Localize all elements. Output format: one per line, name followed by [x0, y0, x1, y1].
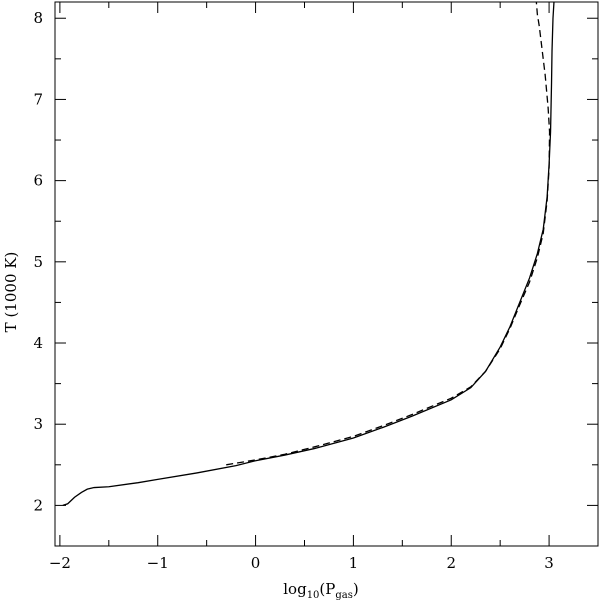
- x-axis-label-var-sub: gas: [335, 590, 353, 601]
- x-axis-label-base-sub: 10: [307, 590, 320, 601]
- x-tick-labels: −2 −1 0 1 2 3: [49, 554, 554, 572]
- x-axis-label-base: log: [283, 580, 307, 598]
- series-line-dashed: [226, 1, 551, 466]
- plot-frame: [54, 1, 599, 547]
- y-tick-label: 3: [33, 415, 43, 433]
- series-layer: [62, 1, 555, 507]
- y-tick-labels: 2 3 4 5 6 7 8: [33, 9, 43, 514]
- y-tick-label: 4: [33, 334, 43, 352]
- y-tick-label: 2: [33, 496, 43, 514]
- x-axis-label-open: (P: [319, 580, 335, 598]
- y-tick-label: 5: [33, 253, 43, 271]
- series-line-solid: [62, 1, 555, 507]
- y-axis-label: T (1000 K): [2, 252, 20, 333]
- x-tick-label: −2: [49, 554, 71, 572]
- x-tick-label: 2: [446, 554, 456, 572]
- y-tick-label: 8: [33, 9, 43, 27]
- minor-ticks: [55, 2, 599, 547]
- major-ticks: [55, 2, 598, 546]
- y-tick-label: 7: [33, 90, 43, 108]
- y-tick-label: 6: [33, 172, 43, 190]
- x-tick-label: 3: [544, 554, 554, 572]
- x-axis-label: log10(Pgas): [283, 580, 358, 601]
- x-axis-label-close: ): [353, 580, 359, 598]
- x-tick-label: 0: [251, 554, 261, 572]
- x-tick-label: 1: [349, 554, 359, 572]
- x-tick-label: −1: [147, 554, 169, 572]
